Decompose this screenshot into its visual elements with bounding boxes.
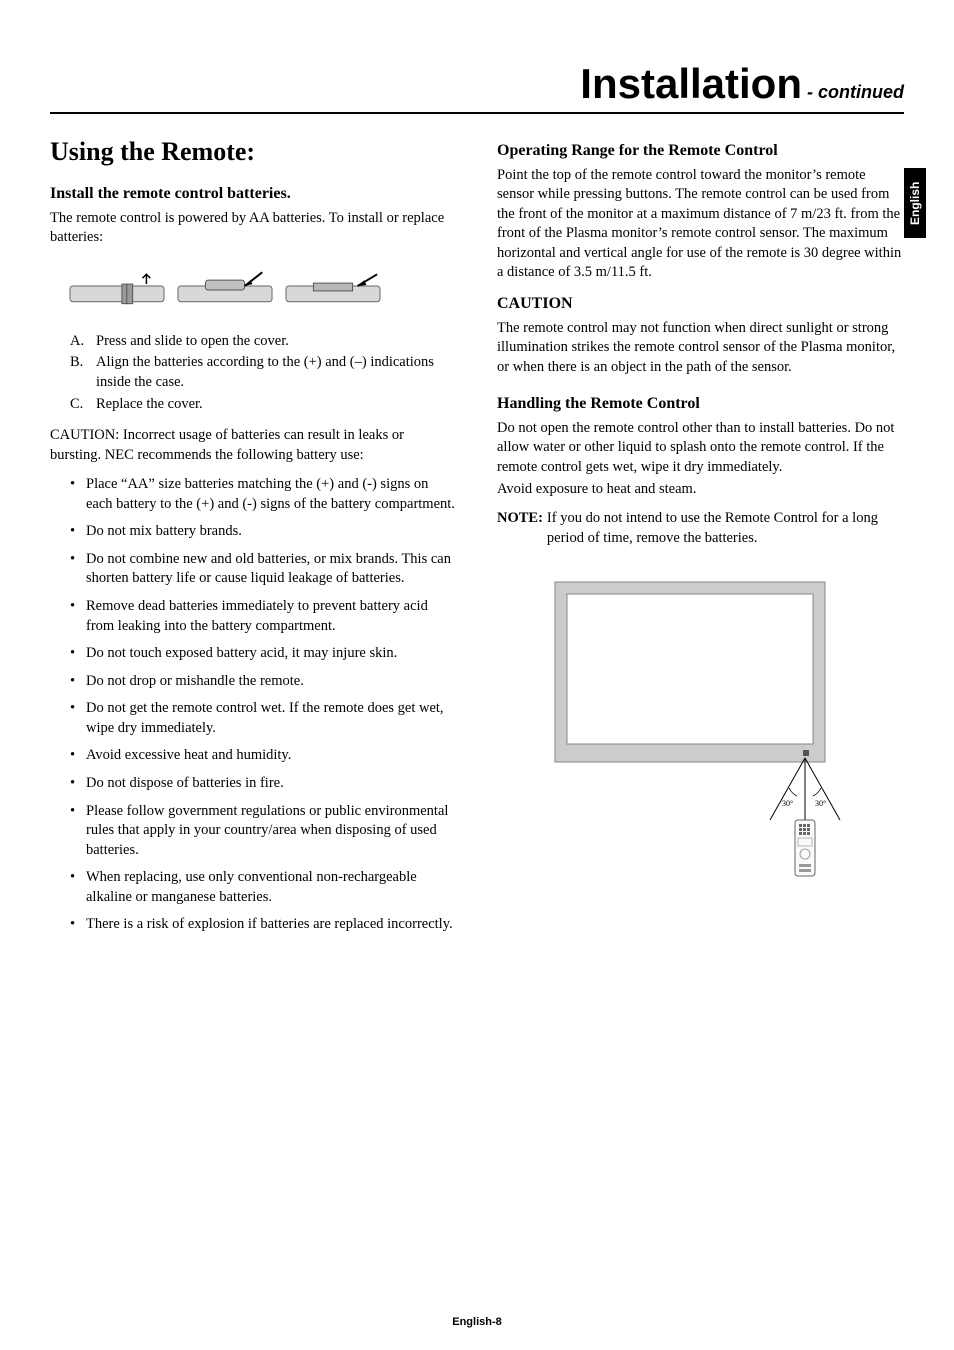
list-item: Do not touch exposed battery acid, it ma… <box>70 644 457 664</box>
list-item: Do not combine new and old batteries, or… <box>70 550 457 589</box>
battery-step-b-icon <box>176 268 274 308</box>
note-label: NOTE: <box>497 509 543 548</box>
handling-heading: Handling the Remote Control <box>497 393 904 415</box>
list-item: There is a risk of explosion if batterie… <box>70 915 457 935</box>
note-text: If you do not intend to use the Remote C… <box>547 509 904 548</box>
header-continued: - continued <box>802 82 904 102</box>
operating-range-heading: Operating Range for the Remote Control <box>497 140 904 162</box>
caution-text: The remote control may not function when… <box>497 319 904 378</box>
header-title: Installation <box>580 60 802 107</box>
step-c: C.Replace the cover. <box>70 395 457 415</box>
list-item: Please follow government regulations or … <box>70 802 457 861</box>
angle-left-label: 30° <box>782 799 793 808</box>
list-item: Do not mix battery brands. <box>70 522 457 542</box>
install-batteries-text: The remote control is powered by AA batt… <box>50 209 457 248</box>
page-header: Installation - continued <box>50 60 904 114</box>
list-item: Place “AA” size batteries matching the (… <box>70 475 457 514</box>
handling-text-2: Avoid exposure to heat and steam. <box>497 480 904 500</box>
battery-illustrations <box>68 268 457 308</box>
language-tab: English <box>904 168 926 238</box>
list-item: Do not dispose of batteries in fire. <box>70 774 457 794</box>
remote-range-diagram: 30° 30° <box>545 572 904 889</box>
list-item: When replacing, use only conventional no… <box>70 868 457 907</box>
battery-bullets: Place “AA” size batteries matching the (… <box>70 475 457 935</box>
battery-step-a-icon <box>68 268 166 308</box>
step-b: B.Align the batteries according to the (… <box>70 353 457 392</box>
left-column: Using the Remote: Install the remote con… <box>50 134 457 947</box>
step-a: A.Press and slide to open the cover. <box>70 332 457 352</box>
list-item: Avoid excessive heat and humidity. <box>70 746 457 766</box>
note-block: NOTE: If you do not intend to use the Re… <box>497 509 904 548</box>
page-footer: English-8 <box>0 1316 954 1328</box>
list-item: Remove dead batteries immediately to pre… <box>70 597 457 636</box>
list-item: Do not drop or mishandle the remote. <box>70 672 457 692</box>
operating-range-text: Point the top of the remote control towa… <box>497 166 904 283</box>
handling-text-1: Do not open the remote control other tha… <box>497 419 904 478</box>
right-column: Operating Range for the Remote Control P… <box>497 134 904 947</box>
angle-right-label: 30° <box>815 799 826 808</box>
list-item: Do not get the remote control wet. If th… <box>70 699 457 738</box>
caution-intro: CAUTION: Incorrect usage of batteries ca… <box>50 426 457 465</box>
using-remote-heading: Using the Remote: <box>50 134 457 169</box>
caution-heading: CAUTION <box>497 293 904 315</box>
install-steps-list: A.Press and slide to open the cover. B.A… <box>70 332 457 414</box>
battery-step-c-icon <box>284 268 382 308</box>
install-batteries-heading: Install the remote control batteries. <box>50 183 457 205</box>
